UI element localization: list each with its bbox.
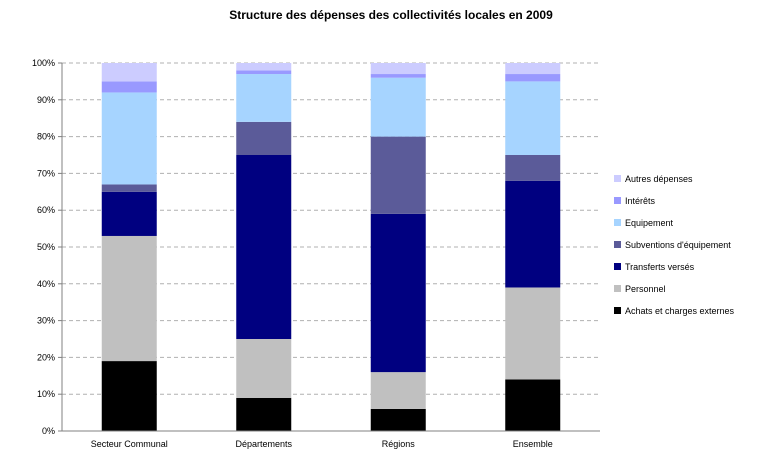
legend-label: Intérêts — [625, 196, 656, 206]
legend-swatch — [614, 307, 621, 314]
x-axis-labels: Secteur Communal Départements Régions Ensem… — [91, 439, 553, 449]
bar-segment — [236, 70, 292, 75]
legend-label: Equipement — [625, 218, 674, 228]
bar-segment — [505, 180, 561, 288]
bar-segment — [505, 81, 561, 155]
bar-segment — [101, 361, 157, 431]
bar-segment — [236, 74, 292, 122]
legend-label: Subventions d'équipement — [625, 240, 731, 250]
y-tick-label: 0% — [42, 426, 55, 436]
y-tick-label: 30% — [37, 316, 55, 326]
y-tick-label: 20% — [37, 352, 55, 362]
chart-title: Structure des dépenses des collectivités… — [229, 8, 553, 22]
y-tick-label: 60% — [37, 205, 55, 215]
bar-segment — [370, 136, 426, 214]
x-tick-label: Ensemble — [513, 439, 553, 449]
bar-segment — [505, 287, 561, 380]
bar-segment — [101, 63, 157, 82]
y-tick-label: 40% — [37, 279, 55, 289]
legend-swatch — [614, 285, 621, 292]
bar-segment — [370, 77, 426, 137]
bar-segment — [370, 213, 426, 373]
legend-label: Transferts versés — [625, 262, 695, 272]
bar-segment — [370, 408, 426, 431]
x-tick-label: Secteur Communal — [91, 439, 168, 449]
legend-swatch — [614, 219, 621, 226]
legend-swatch — [614, 175, 621, 182]
bar-segment — [505, 155, 561, 181]
y-tick-label: 90% — [37, 95, 55, 105]
x-tick-label: Départements — [235, 439, 292, 449]
bar-segment — [101, 81, 157, 93]
y-axis-ticks: 0% 10% 20% 30% 40% 50% 60% 70% 80% 90% 100% — [32, 58, 62, 436]
bar-segment — [101, 235, 157, 362]
bar-segment — [505, 379, 561, 431]
bar-segment — [236, 63, 292, 71]
bar-segment — [370, 63, 426, 75]
legend-swatch — [614, 241, 621, 248]
y-tick-label: 70% — [37, 168, 55, 178]
bar-segment — [101, 184, 157, 192]
legend-label: Achats et charges externes — [625, 306, 735, 316]
legend-swatch — [614, 197, 621, 204]
y-tick-label: 80% — [37, 132, 55, 142]
bar-segment — [236, 397, 292, 431]
y-tick-label: 10% — [37, 389, 55, 399]
legend-swatch — [614, 263, 621, 270]
bar-segment — [370, 372, 426, 409]
bar-segment — [370, 74, 426, 78]
bar-segment — [101, 92, 157, 185]
bars — [101, 63, 561, 431]
y-tick-label: 50% — [37, 242, 55, 252]
bar-segment — [101, 191, 157, 236]
bar-segment — [236, 339, 292, 398]
x-tick-label: Régions — [382, 439, 416, 449]
bar-segment — [236, 121, 292, 155]
y-tick-label: 100% — [32, 58, 55, 68]
bar-segment — [505, 63, 561, 75]
bar-segment — [236, 155, 292, 339]
legend: Autres dépenses Intérêts Equipement Subvent… — [614, 174, 735, 316]
bar-segment — [505, 74, 561, 82]
legend-label: Autres dépenses — [625, 174, 693, 184]
legend-label: Personnel — [625, 284, 666, 294]
